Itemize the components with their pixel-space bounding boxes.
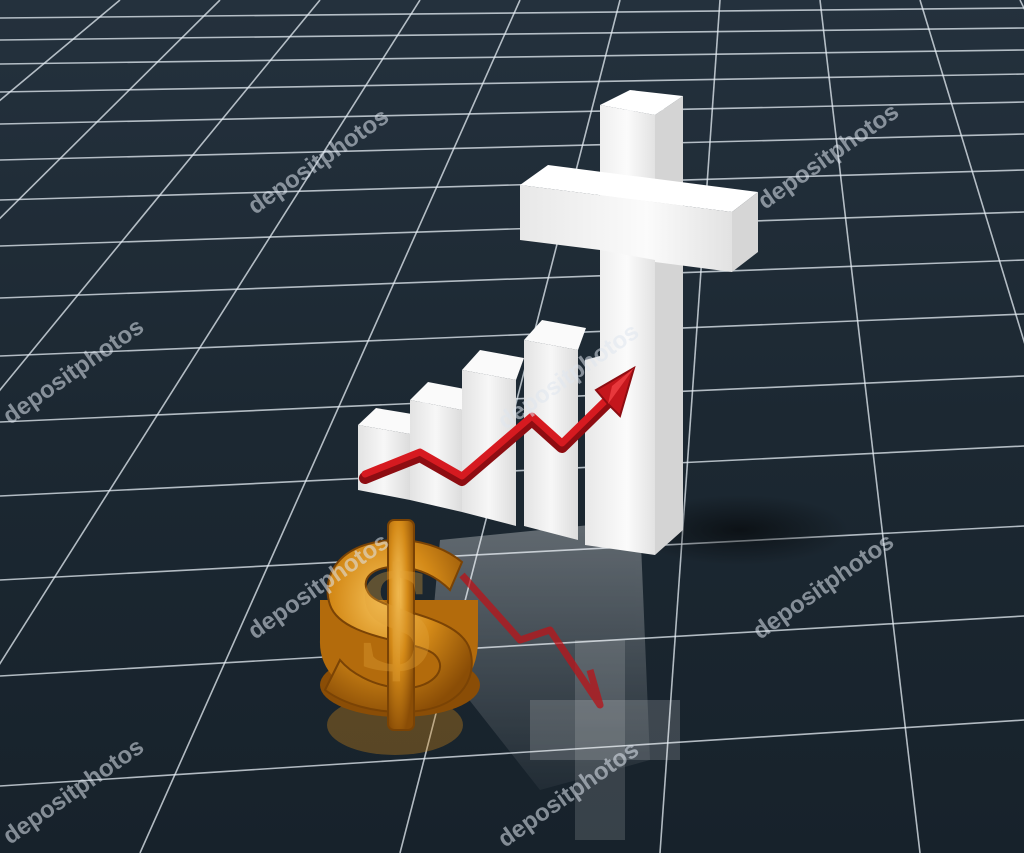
- bar-3: [462, 350, 524, 526]
- cross-shadow: [630, 495, 850, 565]
- floor-reflection: [430, 520, 680, 840]
- dollar-glyph: $: [359, 537, 434, 703]
- dollar-symbol: $: [319, 519, 480, 755]
- bar-2: [410, 382, 470, 512]
- trend-arrow: [359, 365, 636, 486]
- cross: [520, 90, 758, 555]
